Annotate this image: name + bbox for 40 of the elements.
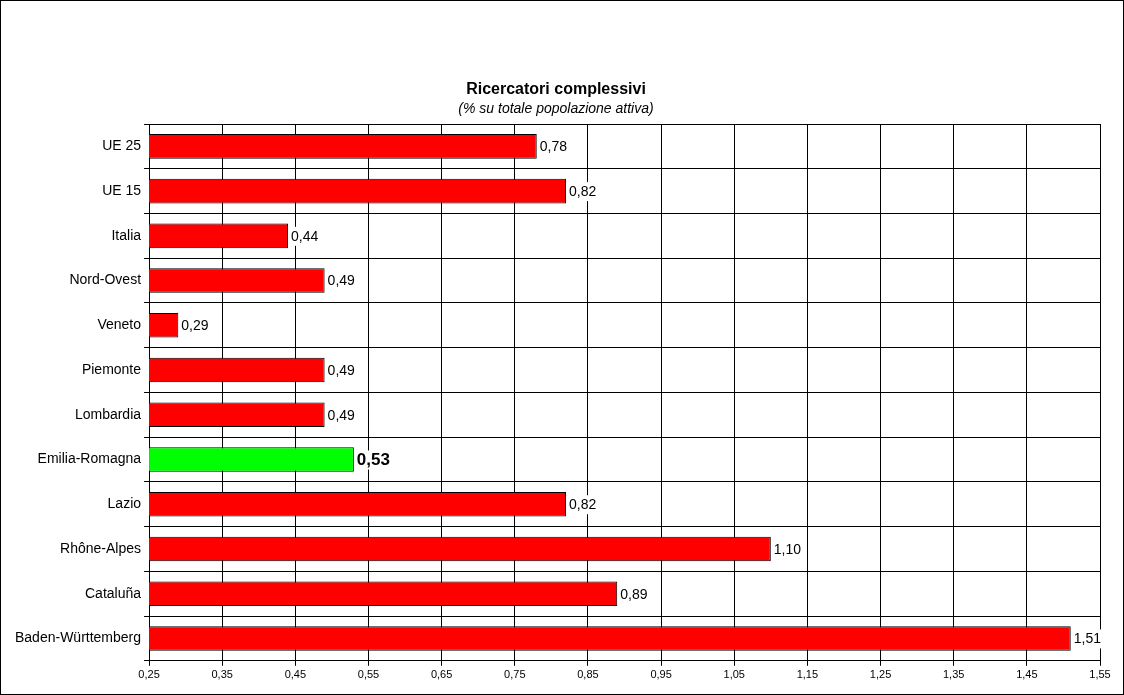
data-label: 0,44 (291, 227, 319, 244)
data-label: 0,49 (327, 272, 356, 289)
x-tick-label: 1,15 (796, 668, 819, 681)
y-tick-label: Cataluña (85, 584, 142, 601)
chart-subtitle: (% su totale popolazione attiva) (458, 100, 654, 117)
data-label: 0,78 (539, 138, 568, 155)
y-tick-label: UE 25 (102, 137, 142, 154)
x-tick-label: 0,35 (211, 668, 233, 681)
data-label: 0,82 (569, 182, 597, 199)
data-label: 0,49 (327, 361, 356, 378)
data-label: 1,51 (1073, 630, 1102, 647)
y-tick-label: Lombardia (74, 405, 142, 422)
y-tick-label: Lazio (107, 495, 142, 512)
data-label: 0,89 (620, 585, 648, 602)
x-tick-label: 1,45 (1016, 668, 1038, 681)
x-tick-label: 1,35 (942, 668, 965, 681)
x-tick-label: 1,05 (723, 668, 745, 681)
x-tick-label: 0,45 (284, 668, 307, 681)
x-tick-label: 0,95 (650, 668, 672, 681)
y-tick-label: Baden-Württemberg (14, 629, 142, 646)
y-tick-label: Veneto (97, 316, 142, 333)
x-tick-label: 0,55 (357, 668, 380, 681)
x-tick-label: 1,25 (869, 668, 892, 681)
x-tick-label: 0,85 (577, 668, 599, 681)
y-tick-label: Piemonte (81, 360, 142, 377)
y-tick-label: Rhône-Alpes (60, 539, 142, 556)
data-label: 0,49 (327, 406, 356, 423)
data-label: 0,53 (356, 450, 390, 470)
x-tick-label: 0,75 (504, 668, 526, 681)
y-tick-label: UE 15 (102, 181, 142, 198)
chart-title: Ricercatori complessivi (466, 80, 646, 98)
y-tick-label: Emilia-Romagna (37, 450, 142, 467)
y-tick-label: Italia (111, 226, 142, 243)
x-tick-label: 0,65 (430, 668, 453, 681)
data-label: 0,82 (569, 496, 597, 513)
x-tick-label: 1,55 (1089, 668, 1111, 681)
x-tick-label: 0,25 (138, 668, 160, 681)
data-label: 1,10 (773, 540, 802, 557)
data-label: 0,29 (181, 317, 209, 334)
y-tick-label: Nord-Ovest (69, 271, 142, 288)
